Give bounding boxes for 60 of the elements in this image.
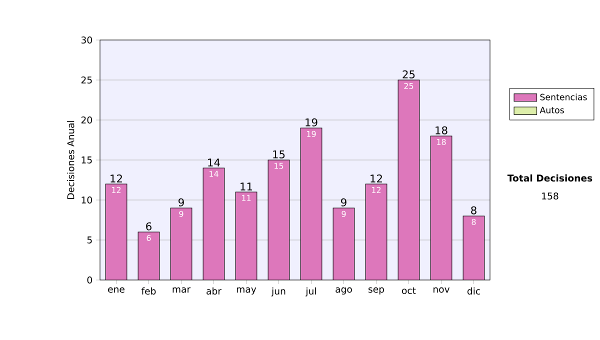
- data-label: 15: [274, 162, 284, 169]
- data-label: 12: [112, 186, 121, 193]
- total-label: 9: [341, 198, 346, 206]
- total-label: 12: [110, 174, 122, 182]
- bar: [430, 136, 452, 280]
- bar: [236, 192, 257, 280]
- y-tick-label: 10: [82, 196, 92, 204]
- y-tick-label: 15: [82, 156, 92, 164]
- bar: [462, 216, 485, 280]
- text: 158: [542, 192, 558, 200]
- data-label: 11: [242, 194, 251, 201]
- y-tick-label: 30: [81, 36, 92, 44]
- y-tick-label: 20: [81, 116, 92, 124]
- x-tick-label: nov: [434, 287, 450, 293]
- data-label: 14: [210, 170, 218, 177]
- x-tick-label: ago: [336, 287, 352, 295]
- bar: [398, 80, 420, 280]
- total-label: 12: [370, 174, 382, 182]
- total-label: 14: [208, 158, 220, 166]
- data-label: 9: [179, 210, 184, 217]
- legend-label: Autos: [540, 106, 564, 114]
- bar: [300, 128, 322, 280]
- bar: [138, 232, 160, 280]
- legend-label: Sentencias: [540, 94, 587, 100]
- data-label: 18: [437, 138, 446, 145]
- x-tick-label: may: [236, 287, 256, 295]
- bar: [203, 168, 224, 280]
- y-axis-title: Decisiones Anual: [67, 120, 74, 199]
- x-tick-label: oct: [402, 287, 416, 294]
- bar: [106, 184, 127, 280]
- data-label: 12: [372, 186, 381, 193]
- x-tick-label: feb: [141, 287, 156, 295]
- data-label: 8: [472, 218, 476, 225]
- text: Total Decisiones: [507, 174, 592, 182]
- x-tick-label: ene: [108, 287, 124, 293]
- y-tick-label: 5: [87, 236, 92, 244]
- x-tick-label: jul: [306, 287, 316, 296]
- bar: [268, 160, 290, 280]
- total-label: 18: [436, 126, 448, 134]
- y-tick-label: 0: [87, 276, 92, 284]
- data-label: 19: [307, 130, 316, 137]
- data-label: 25: [404, 82, 414, 89]
- x-tick-label: mar: [172, 287, 191, 293]
- x-tick-label: sep: [368, 287, 384, 295]
- bar: [170, 208, 192, 280]
- x-tick-label: dic: [467, 287, 480, 295]
- total-label: 6: [146, 222, 152, 230]
- total-label: 8: [471, 206, 476, 214]
- y-tick-label: 25: [81, 76, 92, 84]
- bar: [366, 184, 387, 280]
- data-label: 6: [146, 234, 151, 241]
- x-tick-label: abr: [206, 287, 222, 295]
- total-label: 25: [402, 70, 415, 78]
- total-label: 9: [178, 198, 184, 206]
- total-label: 11: [240, 182, 252, 190]
- data-label: 9: [342, 210, 346, 217]
- x-tick-label: jun: [271, 287, 286, 296]
- total-label: 15: [273, 150, 285, 158]
- bar: [333, 208, 354, 280]
- total-label: 19: [306, 118, 318, 126]
